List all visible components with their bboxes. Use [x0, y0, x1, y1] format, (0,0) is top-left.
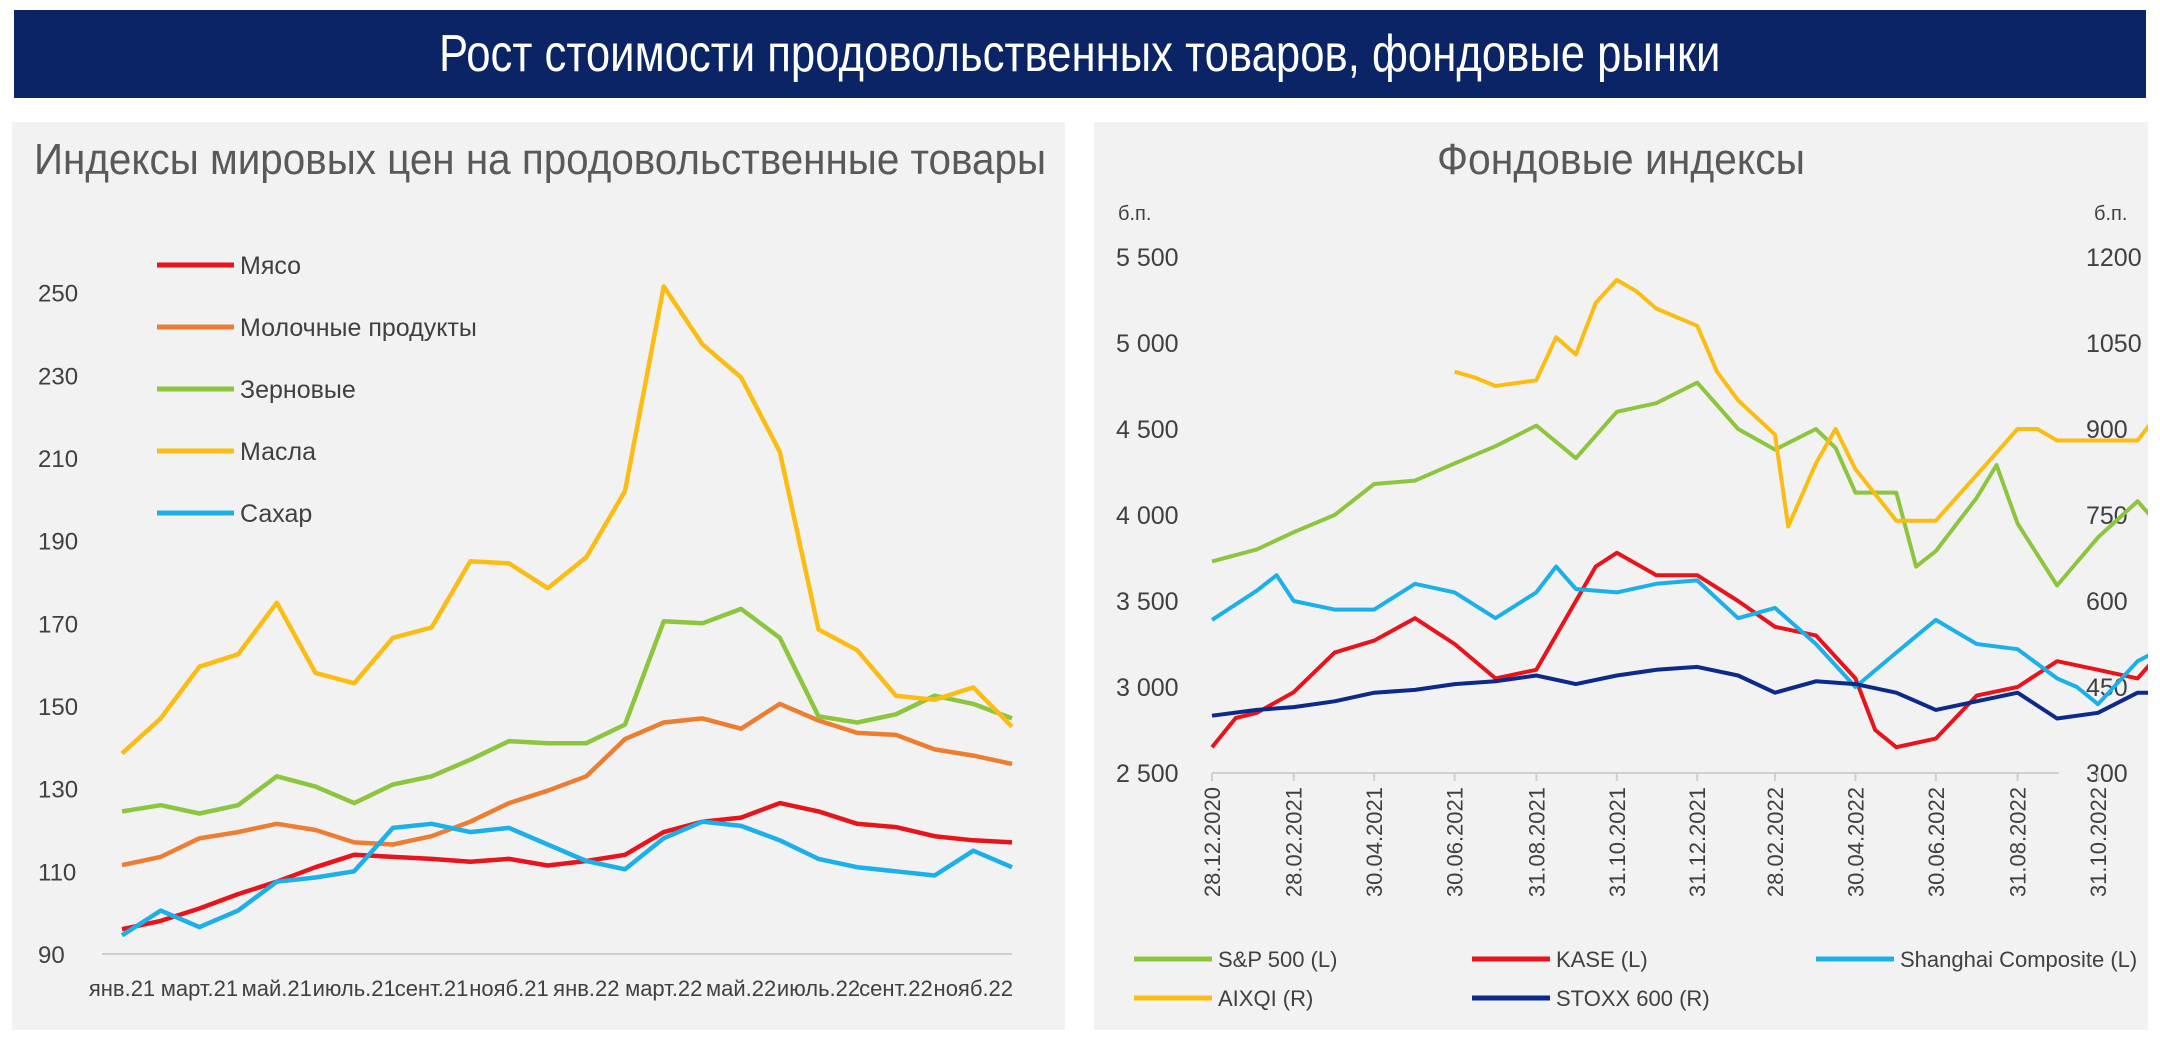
x-tick-label: май.21: [242, 976, 312, 1001]
series-line-0: [121, 800, 1013, 932]
y-right-tick-label: 1200: [2086, 244, 2142, 272]
x-tick-label: 31.12.2021: [1685, 787, 1710, 897]
x-tick-label: 30.04.2021: [1362, 787, 1387, 897]
legend-label-2: Shanghai Composite (L): [1900, 947, 2137, 972]
y-right-unit: б.п.: [2094, 203, 2127, 225]
x-tick-label: 30.06.2022: [1924, 787, 1949, 897]
legend-label-4: Сахар: [240, 500, 312, 528]
y-left-tick-label: 3 500: [1116, 588, 1179, 616]
y-tick-label: 90: [38, 942, 65, 969]
y-left-tick-label: 5 000: [1116, 330, 1179, 358]
y-tick-label: 150: [38, 694, 78, 721]
legend-label-4: STOXX 600 (R): [1556, 986, 1710, 1011]
y-tick-label: 190: [38, 529, 78, 556]
y-left-tick-label: 3 000: [1116, 674, 1179, 702]
x-tick-label: 28.12.2020: [1200, 787, 1225, 897]
food-prices-panel: Индексы мировых цен на продовольственные…: [12, 122, 1065, 1030]
y-right-tick-label: 1050: [2086, 330, 2142, 358]
legend-label-1: Молочные продукты: [240, 314, 477, 342]
legend-label-3: AIXQI (R): [1218, 986, 1313, 1011]
x-tick-label: 31.10.2021: [1605, 787, 1630, 897]
x-tick-label: июль.21: [313, 976, 396, 1001]
legend-label-0: Мясо: [240, 252, 301, 280]
food-prices-chart: Индексы мировых цен на продовольственные…: [34, 135, 1046, 1001]
y-left-unit: б.п.: [1118, 203, 1151, 225]
y-left-tick-label: 4 000: [1116, 502, 1179, 530]
series-line-0: [1211, 380, 2148, 588]
legend-label-3: Масла: [240, 438, 316, 466]
y-left-tick-label: 5 500: [1116, 244, 1179, 272]
chart-title: Фондовые индексы: [1437, 135, 1805, 184]
x-tick-label: нояб.22: [934, 976, 1013, 1001]
x-tick-label: 28.02.2022: [1763, 787, 1788, 897]
series-line-1: [121, 701, 1013, 868]
x-tick-label: 30.06.2021: [1443, 787, 1468, 897]
x-tick-label: 31.08.2022: [2006, 787, 2031, 897]
y-tick-label: 250: [38, 281, 78, 308]
y-tick-label: 230: [38, 363, 78, 390]
y-left-tick-label: 4 500: [1116, 416, 1179, 444]
y-tick-label: 110: [38, 859, 76, 886]
x-tick-label: 31.10.2022: [2086, 787, 2111, 897]
x-tick-label: янв.21: [89, 976, 155, 1001]
series-line-3: [120, 284, 1014, 756]
page-title-banner: Рост стоимости продовольственных товаров…: [14, 10, 2146, 98]
x-tick-label: 31.08.2021: [1524, 787, 1549, 897]
series-line-2: [121, 606, 1013, 816]
x-tick-label: март.21: [161, 976, 238, 1001]
series-line-4: [1211, 664, 2148, 721]
legend-label-1: KASE (L): [1556, 947, 1648, 972]
stock-indices-chart: Фондовые индексы б.п. б.п. 2 500 3 000 3 500 4…: [1116, 135, 2148, 1011]
legend-label-2: Зерновые: [240, 376, 356, 404]
x-tick-label: май.22: [706, 976, 776, 1001]
x-tick-label: сент.21: [395, 976, 469, 1001]
stock-indices-panel: Фондовые индексы б.п. б.п. 2 500 3 000 3 500 4…: [1094, 122, 2148, 1030]
x-tick-label: 28.02.2021: [1282, 787, 1307, 897]
y-right-tick-label: 300: [2086, 760, 2128, 788]
series-line-4: [120, 819, 1013, 938]
x-tick-label: сент.22: [859, 976, 933, 1001]
y-tick-label: 130: [38, 777, 78, 804]
x-tick-label: 30.04.2022: [1843, 787, 1868, 897]
y-tick-label: 210: [38, 446, 78, 473]
y-right-tick-label: 600: [2086, 588, 2128, 616]
series-line-3: [1454, 277, 2148, 529]
series-line-1: [1210, 550, 2148, 750]
page-title: Рост стоимости продовольственных товаров…: [439, 25, 1721, 83]
y-tick-label: 170: [38, 611, 78, 638]
y-left-tick-label: 2 500: [1116, 760, 1179, 788]
x-tick-label: март.22: [625, 976, 702, 1001]
chart-title: Индексы мировых цен на продовольственные…: [34, 135, 1046, 184]
x-tick-label: янв.22: [553, 976, 619, 1001]
x-tick-label: июль.22: [777, 976, 860, 1001]
legend-label-0: S&P 500 (L): [1218, 947, 1337, 972]
x-tick-label: нояб.21: [469, 976, 548, 1001]
series-line-2: [1210, 564, 2148, 707]
